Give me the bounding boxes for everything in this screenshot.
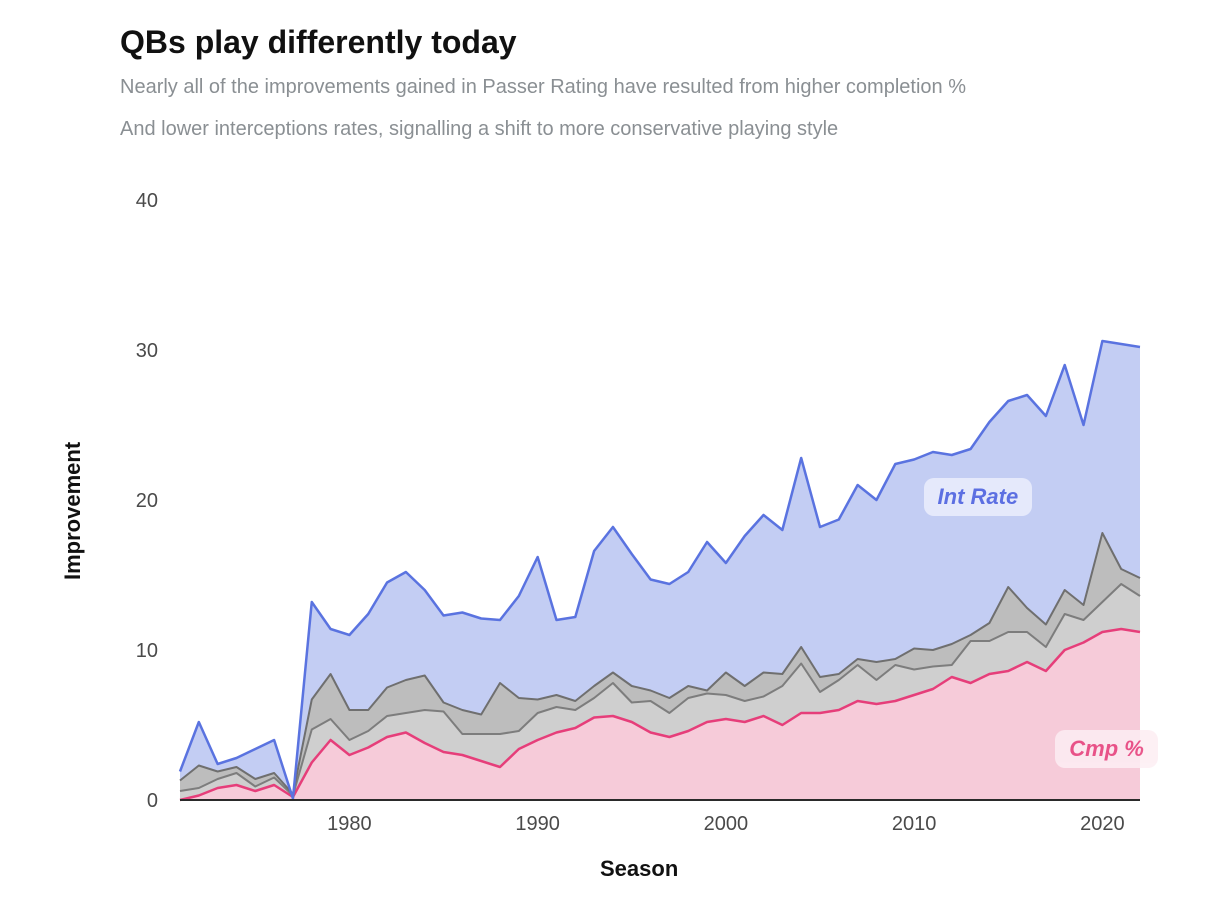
xtick-2020: 2020 <box>1080 813 1125 835</box>
series-label-int-rate: Int Rate <box>924 478 1033 516</box>
xtick-1980: 1980 <box>327 813 372 835</box>
ytick-40: 40 <box>136 190 158 212</box>
area-chart: 0 10 20 30 40 1980 1990 2000 2010 2020 <box>0 0 1220 920</box>
ytick-30: 30 <box>136 340 158 362</box>
ytick-20: 20 <box>136 490 158 512</box>
chart-areas <box>180 341 1140 800</box>
series-label-cmp-pct: Cmp % <box>1055 730 1158 768</box>
xtick-2000: 2000 <box>704 813 749 835</box>
ytick-0: 0 <box>147 790 158 812</box>
ytick-10: 10 <box>136 640 158 662</box>
xtick-2010: 2010 <box>892 813 937 835</box>
x-axis-label: Season <box>600 856 678 882</box>
xtick-1990: 1990 <box>515 813 560 835</box>
page: QBs play differently today Nearly all of… <box>0 0 1220 920</box>
